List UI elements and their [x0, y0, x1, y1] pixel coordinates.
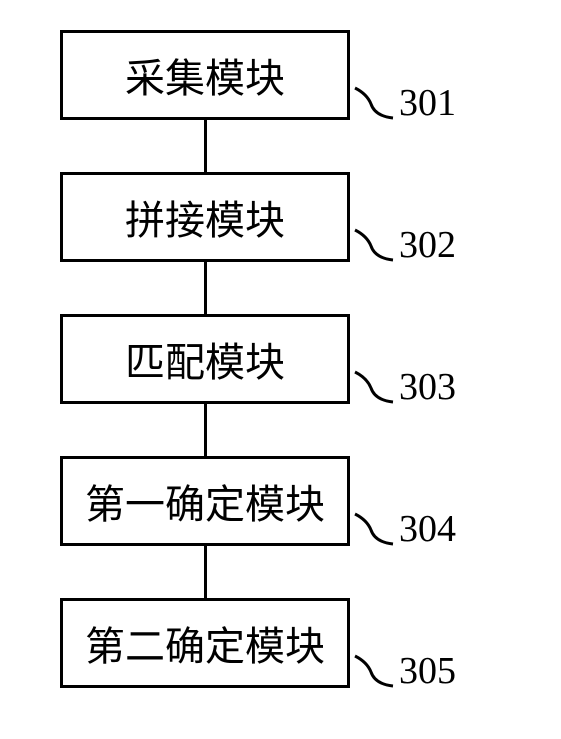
- node-4-ref: 304: [399, 507, 456, 551]
- connector-3-4: [204, 404, 207, 456]
- connector-2-3: [204, 262, 207, 314]
- node-1: 采集模块 301: [60, 30, 350, 120]
- node-4-ref-group: 304: [353, 507, 456, 551]
- node-1-ref: 301: [399, 81, 456, 125]
- node-1-label: 采集模块: [125, 46, 285, 104]
- node-3-label: 匹配模块: [125, 330, 285, 388]
- connector-4-5: [204, 546, 207, 598]
- node-5-ref-group: 305: [353, 649, 456, 693]
- node-5-label: 第二确定模块: [85, 614, 325, 672]
- curve-icon: [353, 650, 395, 692]
- node-2: 拼接模块 302: [60, 172, 350, 262]
- node-2-ref-group: 302: [353, 223, 456, 267]
- curve-icon: [353, 366, 395, 408]
- node-3-ref: 303: [399, 365, 456, 409]
- node-3: 匹配模块 303: [60, 314, 350, 404]
- node-3-ref-group: 303: [353, 365, 456, 409]
- node-5-ref: 305: [399, 649, 456, 693]
- node-4-label: 第一确定模块: [85, 472, 325, 530]
- node-4: 第一确定模块 304: [60, 456, 350, 546]
- node-2-ref: 302: [399, 223, 456, 267]
- node-1-ref-group: 301: [353, 81, 456, 125]
- connector-1-2: [204, 120, 207, 172]
- flowchart-container: 采集模块 301 拼接模块 302 匹配模块 303 第一确定模块: [60, 30, 350, 688]
- curve-icon: [353, 224, 395, 266]
- node-2-label: 拼接模块: [125, 188, 285, 246]
- curve-icon: [353, 82, 395, 124]
- curve-icon: [353, 508, 395, 550]
- node-5: 第二确定模块 305: [60, 598, 350, 688]
